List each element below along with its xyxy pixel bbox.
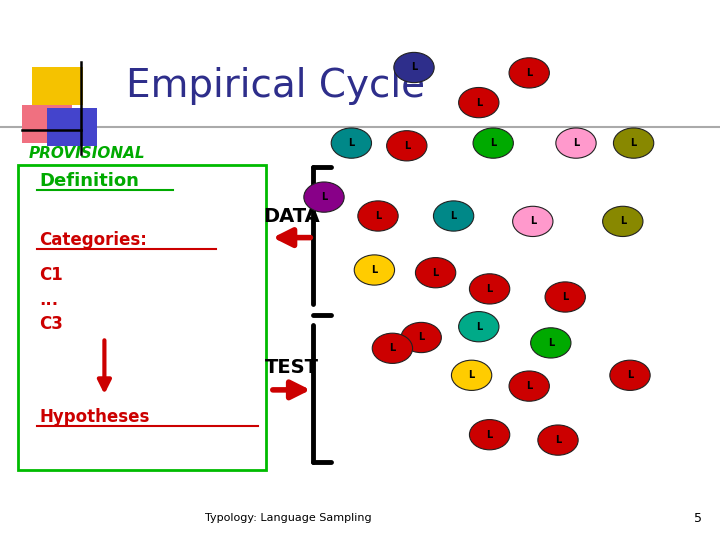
Circle shape <box>415 258 456 288</box>
Text: L: L <box>404 141 410 151</box>
Circle shape <box>613 128 654 158</box>
Text: Typology: Language Sampling: Typology: Language Sampling <box>204 514 372 523</box>
Circle shape <box>459 87 499 118</box>
Text: ...: ... <box>40 291 59 309</box>
Text: Categories:: Categories: <box>40 231 148 249</box>
Text: 5: 5 <box>694 512 703 525</box>
Text: L: L <box>548 338 554 348</box>
Bar <box>32 68 83 105</box>
Text: C3: C3 <box>40 315 63 333</box>
Text: L: L <box>372 265 377 275</box>
Circle shape <box>556 128 596 158</box>
Text: C1: C1 <box>40 266 63 285</box>
Circle shape <box>469 274 510 304</box>
Text: L: L <box>490 138 496 148</box>
Text: L: L <box>476 98 482 107</box>
Circle shape <box>372 333 413 363</box>
Circle shape <box>451 360 492 390</box>
Text: TEST: TEST <box>265 357 319 377</box>
Circle shape <box>469 420 510 450</box>
Text: L: L <box>390 343 395 353</box>
Circle shape <box>473 128 513 158</box>
Text: L: L <box>631 138 636 148</box>
Text: PROVISIONAL: PROVISIONAL <box>29 146 145 161</box>
Text: L: L <box>433 268 438 278</box>
Circle shape <box>610 360 650 390</box>
Bar <box>22 105 72 143</box>
Circle shape <box>509 58 549 88</box>
Text: L: L <box>451 211 456 221</box>
Circle shape <box>387 131 427 161</box>
Text: L: L <box>487 284 492 294</box>
Text: L: L <box>321 192 327 202</box>
Circle shape <box>358 201 398 231</box>
Text: L: L <box>555 435 561 445</box>
Bar <box>47 108 97 146</box>
Text: L: L <box>418 333 424 342</box>
Circle shape <box>459 312 499 342</box>
Circle shape <box>433 201 474 231</box>
Text: L: L <box>526 68 532 78</box>
Text: L: L <box>562 292 568 302</box>
Text: L: L <box>411 63 417 72</box>
Text: L: L <box>375 211 381 221</box>
Circle shape <box>603 206 643 237</box>
Text: L: L <box>487 430 492 440</box>
Circle shape <box>331 128 372 158</box>
FancyBboxPatch shape <box>18 165 266 470</box>
Text: L: L <box>620 217 626 226</box>
Text: Hypotheses: Hypotheses <box>40 408 150 426</box>
Text: L: L <box>526 381 532 391</box>
Text: L: L <box>573 138 579 148</box>
Text: DATA: DATA <box>264 206 320 226</box>
Circle shape <box>513 206 553 237</box>
Text: L: L <box>348 138 354 148</box>
Circle shape <box>531 328 571 358</box>
Circle shape <box>509 371 549 401</box>
Circle shape <box>354 255 395 285</box>
Circle shape <box>304 182 344 212</box>
Circle shape <box>538 425 578 455</box>
Text: L: L <box>469 370 474 380</box>
Text: L: L <box>627 370 633 380</box>
Circle shape <box>545 282 585 312</box>
Circle shape <box>394 52 434 83</box>
Text: L: L <box>476 322 482 332</box>
Circle shape <box>401 322 441 353</box>
Text: Definition: Definition <box>40 172 140 190</box>
Text: L: L <box>530 217 536 226</box>
Text: Empirical Cycle: Empirical Cycle <box>126 68 425 105</box>
